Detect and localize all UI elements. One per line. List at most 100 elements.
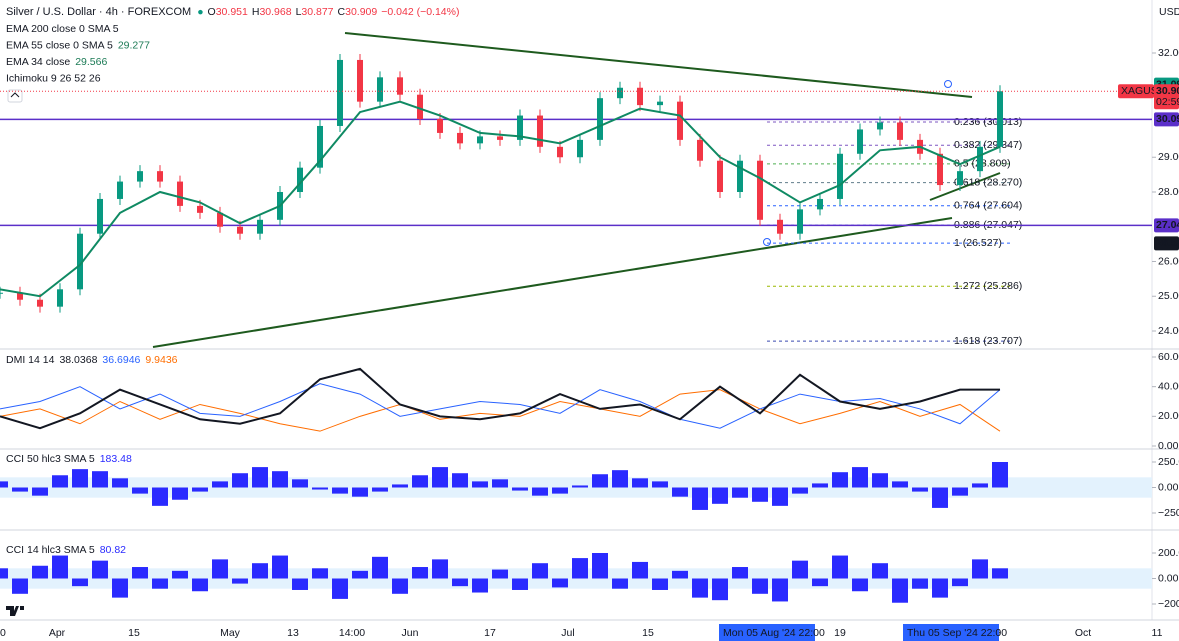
cci-bar	[52, 555, 68, 579]
y-tick-label: 24.00	[1158, 325, 1179, 337]
change: −0.042 (−0.14%)	[381, 6, 459, 18]
cci-bar	[592, 474, 608, 488]
cci-bar	[652, 578, 668, 590]
candle-body	[317, 125, 323, 168]
candle-body	[857, 129, 863, 154]
y-tick-label: −200	[1158, 598, 1179, 610]
price-badge	[1154, 236, 1179, 251]
cci-bar	[72, 469, 88, 488]
cci-bar	[272, 471, 288, 488]
cci-bar	[532, 563, 548, 579]
cci-bar	[992, 568, 1008, 579]
fib-label: 0.382 (29.347)	[954, 139, 1022, 151]
adx-line	[0, 367, 1000, 430]
chart-layer: Silver / U.S. Dollar · 4h · FOREXCOM ● O30…	[0, 6, 1179, 641]
cci-bar	[252, 467, 268, 488]
cci-bar	[912, 487, 928, 492]
x-tick-label: 14:00	[339, 627, 365, 639]
cci-bar	[752, 578, 768, 594]
ohlc-value: 30.909	[345, 6, 377, 18]
price-badge	[1154, 218, 1179, 233]
candle-body	[837, 153, 843, 199]
candle-body	[677, 101, 683, 140]
candle-body	[117, 181, 123, 199]
cci-bar	[492, 569, 508, 579]
trendline	[152, 217, 953, 348]
candle-body	[957, 171, 963, 186]
cci-bar	[232, 578, 248, 584]
cci-legend: CCI 14 hlc3 SMA 5 80.82	[6, 544, 126, 556]
cci-bar	[952, 487, 968, 496]
indicator-legend: EMA 55 close 0 SMA 5 29.277	[6, 39, 150, 51]
cci-bar	[132, 567, 148, 579]
candle-body	[417, 94, 423, 120]
ohlc-label: H	[252, 6, 260, 18]
price-badge	[1154, 112, 1179, 127]
candle-body	[577, 139, 583, 158]
cci-bar	[412, 567, 428, 579]
dmi-value: 38.0368	[59, 354, 97, 366]
cci-bar	[632, 561, 648, 579]
crosshair-label: Mon 05 Aug '24 22:00	[723, 627, 825, 639]
y-tick-label: 200.00	[1158, 547, 1179, 559]
candle-body	[297, 167, 303, 192]
ohlc-value: 30.951	[216, 6, 248, 18]
candle-body	[77, 233, 83, 290]
candle-body	[977, 146, 983, 172]
candle-body	[517, 115, 523, 140]
x-tick-label: 15	[128, 627, 140, 639]
candle-body	[737, 160, 743, 192]
indicator-legend: EMA 34 close 29.566	[6, 56, 107, 68]
cci-bar	[732, 567, 748, 579]
logo	[6, 606, 24, 616]
indicator-value: 29.277	[118, 39, 150, 51]
cci-bar	[652, 481, 668, 488]
y-tick-label: 29.00	[1158, 151, 1179, 163]
collapse-icon	[10, 92, 20, 98]
cci-bar	[572, 558, 588, 579]
y-tick-label: −250	[1158, 507, 1179, 519]
candle-body	[997, 91, 1003, 147]
dmi-title: DMI 14 14	[6, 354, 55, 366]
cci-bar	[472, 481, 488, 488]
currency: USD	[1159, 6, 1179, 18]
x-tick-label: 13	[287, 627, 299, 639]
cci-bar	[0, 481, 8, 488]
ohlc-label: L	[296, 6, 302, 18]
dmi-plus-line	[0, 383, 1001, 429]
cci-title: CCI 50 hlc3 SMA 5	[6, 453, 95, 465]
y-tick-label: 0.00	[1158, 481, 1179, 493]
cci-bar	[272, 555, 288, 579]
cci-bar	[512, 487, 528, 491]
cci-bar	[412, 475, 428, 488]
candle-body	[597, 98, 603, 140]
candle-body	[697, 139, 703, 161]
cci-bar	[292, 578, 308, 590]
dmi-value: 9.9436	[145, 354, 177, 366]
cci-bar	[72, 578, 88, 587]
status-dot: ●	[197, 6, 203, 18]
dmi-legend: DMI 14 14 38.0368 36.6946 9.9436	[6, 354, 178, 366]
y-tick-label: 28.00	[1158, 186, 1179, 198]
cci-bar	[32, 487, 48, 496]
cci-bar	[92, 471, 108, 488]
cci-bar	[512, 578, 528, 590]
cci-bar	[532, 487, 548, 496]
x-tick-label: 15	[642, 627, 654, 639]
current-badge-label: 30.90	[1156, 85, 1179, 97]
cci-bar	[12, 578, 28, 594]
candle-body	[817, 198, 823, 210]
candle-body	[437, 119, 443, 133]
cci-bar	[132, 487, 148, 494]
cci-bar	[692, 487, 708, 510]
ohlc-value: 30.877	[301, 6, 333, 18]
cci-bar	[352, 487, 368, 497]
collapse-button[interactable]	[7, 89, 23, 103]
candle-body	[137, 171, 143, 182]
candle-body	[357, 59, 363, 102]
cci-bar	[992, 462, 1008, 488]
fib-label: 1.618 (23.707)	[954, 335, 1022, 347]
x-tick-label: Jun	[402, 627, 419, 639]
